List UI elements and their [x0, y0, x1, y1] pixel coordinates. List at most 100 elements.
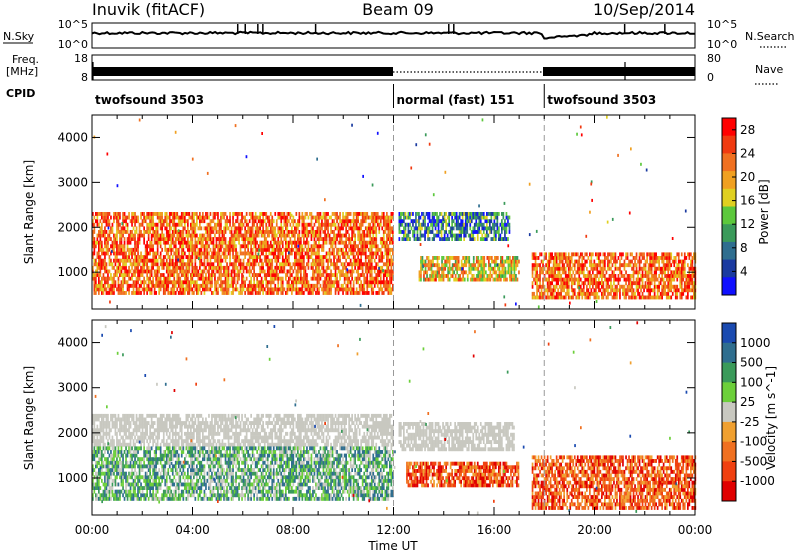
- echo-cell: [416, 230, 419, 234]
- echo-cell: [158, 280, 160, 285]
- echo-cell: [601, 295, 603, 300]
- echo-cell: [226, 283, 228, 288]
- echo-cell: [242, 280, 245, 285]
- echo-cell: [349, 258, 352, 263]
- echo-cell: [212, 262, 215, 267]
- echo-cell: [581, 263, 584, 268]
- echo-cell: [469, 277, 472, 282]
- echo-cell: [232, 212, 234, 216]
- echo-cell: [659, 256, 662, 260]
- echo-cell: [343, 255, 346, 259]
- echo-cell: [93, 226, 96, 231]
- echo-cell: [285, 276, 287, 281]
- echo-cell: [488, 259, 490, 264]
- echo-cell: [271, 287, 274, 292]
- echo-cell: [107, 273, 109, 277]
- echo-cell: [475, 222, 478, 227]
- echo-cell: [420, 263, 422, 268]
- echo-cell: [418, 215, 420, 220]
- echo-cell: [235, 247, 237, 252]
- echo-cell: [218, 219, 221, 224]
- echo-cell: [333, 265, 335, 270]
- echo-cell: [96, 212, 99, 216]
- echo-cell: [119, 287, 121, 292]
- echo-cell: [123, 251, 126, 256]
- echo-cell: [407, 215, 410, 220]
- echo-cell: [646, 288, 648, 293]
- echo-cell: [557, 288, 559, 293]
- echo-cell: [498, 263, 501, 268]
- echo-cell: [141, 212, 144, 216]
- echo-cell: [475, 219, 478, 224]
- echo-cell: [327, 276, 329, 281]
- echo-cell: [370, 280, 373, 285]
- echo-cell: [199, 273, 201, 277]
- echo-cell: [339, 273, 341, 277]
- echo-cell: [262, 262, 264, 267]
- echo-cell: [132, 280, 135, 285]
- echo-cell: [177, 255, 180, 259]
- echo-cell: [260, 244, 263, 249]
- echo-cell: [327, 291, 329, 295]
- echo-cell: [484, 215, 487, 220]
- echo-cell: [143, 215, 145, 220]
- echo-cell: [379, 251, 382, 256]
- echo-cell: [193, 283, 195, 288]
- echo-cell: [309, 291, 311, 295]
- echo-cell: [569, 256, 572, 260]
- echo-cell: [304, 273, 307, 277]
- echo-cell: [430, 274, 433, 278]
- echo-cell: [256, 240, 258, 245]
- echo-cell: [364, 219, 367, 224]
- echo-cell: [289, 237, 292, 241]
- echo-cell: [266, 255, 269, 259]
- echo-cell: [410, 212, 413, 216]
- echo-cell: [430, 230, 432, 234]
- echo-cell: [123, 255, 126, 259]
- echo-cell: [476, 230, 479, 234]
- echo-cell: [454, 215, 456, 220]
- echo-cell: [272, 273, 275, 277]
- cpid-segments: twofsound 3503 normal (fast) 151 twofsound…: [95, 84, 656, 108]
- echo-cell: [179, 265, 182, 270]
- echo-cell: [428, 212, 431, 216]
- echo-cell: [587, 277, 590, 282]
- echo-cell: [196, 244, 198, 249]
- echo-cell: [248, 269, 251, 274]
- echo-cell: [303, 276, 305, 281]
- echo-cell: [613, 270, 615, 275]
- echo-cell: [226, 255, 228, 259]
- echo-cell: [209, 219, 212, 224]
- cpid-segment-label: normal (fast) 151: [397, 93, 515, 107]
- echo-cell: [503, 277, 505, 282]
- echo-cell: [363, 247, 366, 252]
- echo-cell: [478, 259, 481, 264]
- echo-cell: [387, 251, 390, 256]
- echo-cell: [233, 212, 236, 216]
- echo-cell: [649, 266, 651, 271]
- echo-cell: [98, 258, 100, 263]
- echo-cell: [165, 240, 168, 245]
- echo-cell: [629, 252, 632, 257]
- echo-cell: [608, 252, 611, 257]
- echo-cell: [558, 291, 561, 296]
- echo-cell: [653, 263, 656, 268]
- echo-cell: [373, 276, 376, 281]
- echo-cell: [378, 226, 381, 231]
- echo-cell: [303, 240, 305, 245]
- echo-cell: [92, 255, 94, 259]
- echo-cell: [418, 274, 421, 278]
- echo-cell: [655, 252, 657, 257]
- echo-cell: [376, 244, 379, 249]
- echo-cell: [420, 266, 422, 271]
- echo-cell: [605, 277, 608, 282]
- echo-cell: [392, 212, 394, 216]
- echo-cell: [203, 215, 206, 220]
- echo-cell: [187, 262, 189, 267]
- echo-cell: [174, 262, 177, 267]
- echo-cell: [271, 276, 274, 281]
- echo-cell: [602, 252, 605, 257]
- echo-cell: [340, 283, 343, 288]
- echo-cell: [318, 226, 320, 231]
- echo-cell: [354, 237, 356, 241]
